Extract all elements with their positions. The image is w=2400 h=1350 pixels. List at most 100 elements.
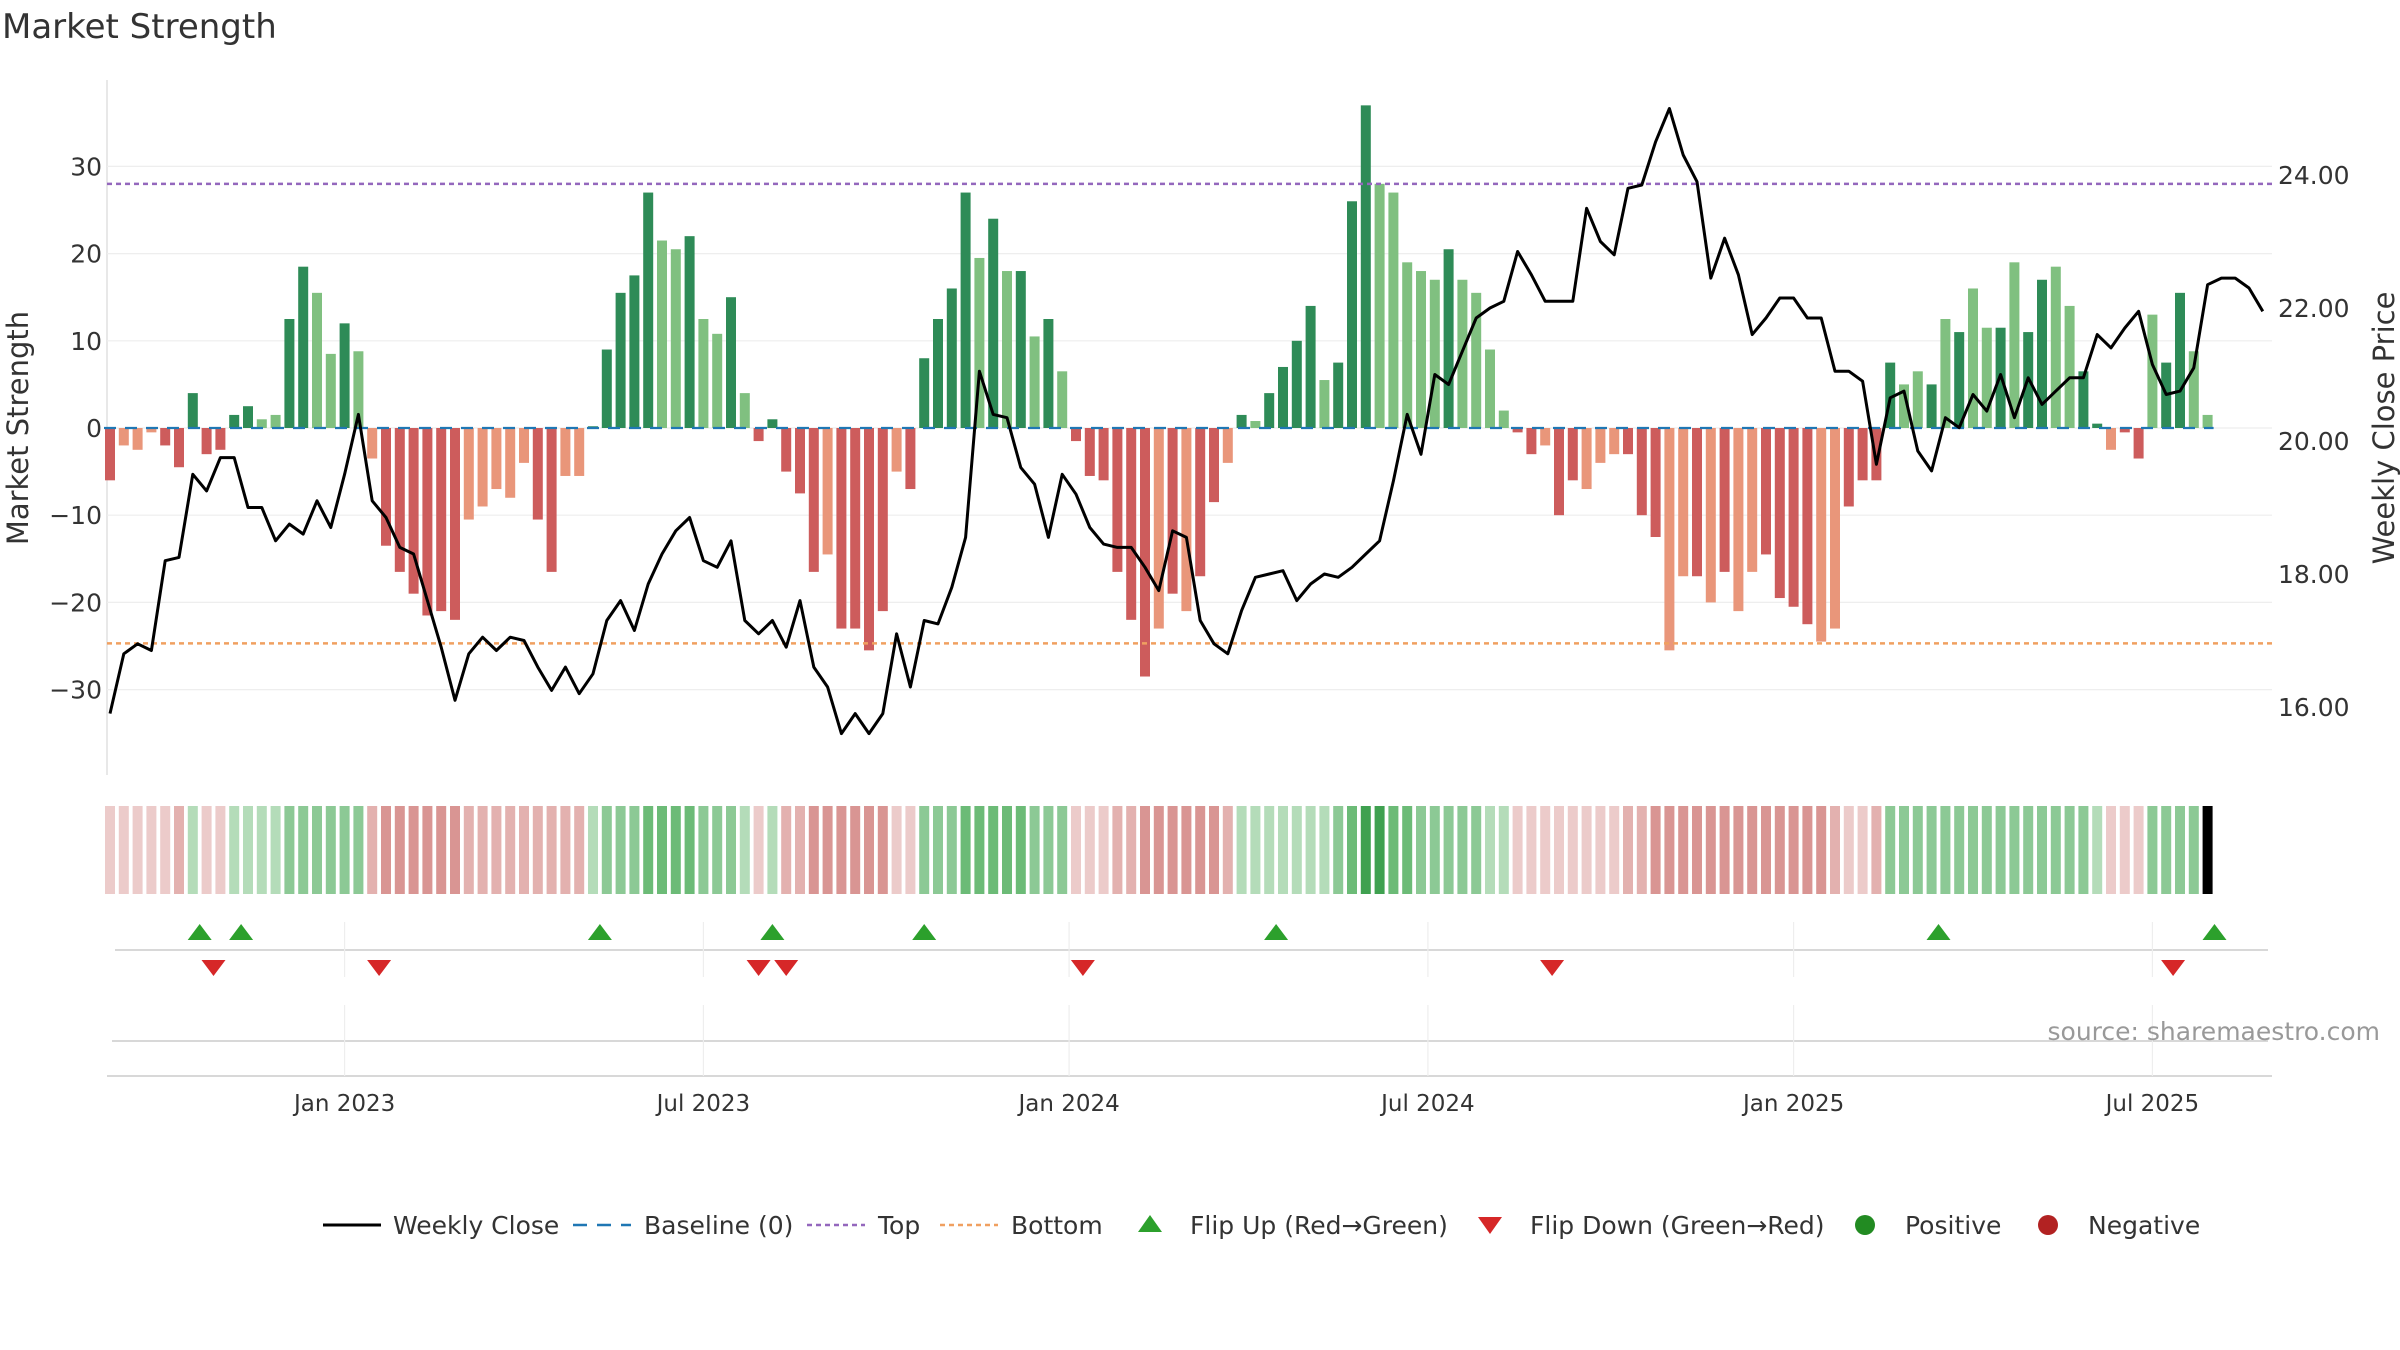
heat-cell bbox=[1029, 806, 1040, 894]
strength-bar bbox=[422, 428, 433, 616]
strength-bar bbox=[1443, 249, 1454, 428]
strength-bar bbox=[1802, 428, 1813, 625]
x-tick-label: Jan 2025 bbox=[1741, 1091, 1844, 1117]
strength-bar bbox=[1333, 362, 1344, 428]
heat-cell bbox=[463, 806, 474, 894]
legend-label: Bottom bbox=[1011, 1211, 1103, 1240]
heat-cell bbox=[2009, 806, 2020, 894]
strength-bar bbox=[284, 319, 295, 428]
heat-cell bbox=[1595, 806, 1606, 894]
strength-bar bbox=[1471, 292, 1482, 428]
heat-cell bbox=[1264, 806, 1275, 894]
strength-bar bbox=[1043, 319, 1054, 428]
heat-cell bbox=[2092, 806, 2103, 894]
heat-cell bbox=[739, 806, 750, 894]
strength-bar bbox=[160, 428, 171, 446]
heat-cell bbox=[988, 806, 999, 894]
heat-cell bbox=[1678, 806, 1689, 894]
strength-bar bbox=[215, 428, 226, 450]
strength-bar bbox=[367, 428, 378, 459]
heat-cell bbox=[1981, 806, 1992, 894]
strength-bar bbox=[463, 428, 474, 520]
strength-bar bbox=[1747, 428, 1758, 572]
strength-bar bbox=[629, 275, 640, 428]
legend-swatch-negative bbox=[2038, 1215, 2058, 1235]
strength-bar bbox=[1733, 428, 1744, 612]
heat-cell bbox=[477, 806, 488, 894]
strength-bar bbox=[1526, 428, 1537, 455]
flip-up-marker bbox=[187, 924, 212, 940]
heat-cell bbox=[1471, 806, 1482, 894]
heat-cell bbox=[1374, 806, 1385, 894]
heat-cell bbox=[905, 806, 916, 894]
strength-bar bbox=[1236, 414, 1247, 428]
right-axis-label: Weekly Close Price bbox=[2367, 292, 2400, 565]
heat-cell bbox=[1912, 806, 1923, 894]
heat-cell bbox=[1098, 806, 1109, 894]
strength-bar bbox=[988, 218, 999, 428]
heat-cell bbox=[1995, 806, 2006, 894]
heat-cell bbox=[1636, 806, 1647, 894]
heat-cell bbox=[1664, 806, 1675, 894]
strength-bar bbox=[974, 257, 985, 428]
heat-cell bbox=[960, 806, 971, 894]
heat-cell bbox=[1843, 806, 1854, 894]
weekly-close-line bbox=[108, 107, 2265, 736]
heat-cell bbox=[1402, 806, 1413, 894]
heat-cell bbox=[1236, 806, 1247, 894]
heat-cell bbox=[1443, 806, 1454, 894]
heat-cell bbox=[615, 806, 626, 894]
heat-cell bbox=[450, 806, 460, 894]
heat-cell bbox=[146, 806, 157, 894]
heat-cell bbox=[1498, 806, 1509, 894]
flip-down-marker bbox=[774, 960, 799, 976]
heat-cell bbox=[1360, 806, 1371, 894]
strength-bar bbox=[1899, 384, 1909, 428]
strength-bar bbox=[1678, 428, 1689, 577]
heat-cell bbox=[256, 806, 267, 894]
heat-cell bbox=[1885, 806, 1896, 894]
heat-cell bbox=[1043, 806, 1054, 894]
heat-cell bbox=[1305, 806, 1316, 894]
strength-bar bbox=[836, 428, 847, 629]
heat-cell bbox=[532, 806, 543, 894]
heat-cell bbox=[505, 806, 516, 894]
strength-bar bbox=[1153, 428, 1164, 629]
legend-swatch-flip-up bbox=[1138, 1215, 1162, 1232]
strength-bar bbox=[270, 414, 281, 428]
heat-cell bbox=[2175, 806, 2185, 894]
strength-bar bbox=[822, 428, 833, 555]
strength-bar bbox=[1540, 428, 1551, 446]
flip-up-marker bbox=[587, 924, 612, 940]
heat-cell bbox=[339, 806, 350, 894]
strength-bar bbox=[1057, 371, 1068, 428]
strength-bar bbox=[850, 428, 861, 629]
flip-up-marker bbox=[760, 924, 785, 940]
flip-down-marker bbox=[2161, 960, 2186, 976]
strength-bar bbox=[1595, 428, 1606, 463]
heat-cell bbox=[367, 806, 378, 894]
heat-cell bbox=[1485, 806, 1495, 894]
heat-cell bbox=[698, 806, 709, 894]
heat-cell bbox=[1609, 806, 1620, 894]
strength-bar bbox=[1719, 428, 1730, 572]
strength-bar bbox=[1209, 428, 1219, 503]
strength-bar bbox=[532, 428, 543, 520]
strength-bar bbox=[1623, 428, 1633, 455]
heat-cell bbox=[187, 806, 198, 894]
heat-cell bbox=[767, 806, 778, 894]
strength-bar bbox=[1609, 428, 1620, 455]
heat-cell bbox=[1733, 806, 1744, 894]
heat-cell bbox=[822, 806, 833, 894]
heat-cell bbox=[1926, 806, 1937, 894]
strength-bar bbox=[1761, 428, 1771, 555]
strength-bar bbox=[436, 428, 447, 612]
strength-bar bbox=[1029, 336, 1040, 428]
strength-bar bbox=[353, 351, 364, 428]
heat-cell bbox=[1126, 806, 1137, 894]
strength-bar bbox=[1968, 288, 1978, 428]
heat-cell bbox=[657, 806, 667, 894]
strength-bar bbox=[1305, 305, 1316, 428]
heat-cell bbox=[1222, 806, 1233, 894]
heat-cell bbox=[808, 806, 819, 894]
